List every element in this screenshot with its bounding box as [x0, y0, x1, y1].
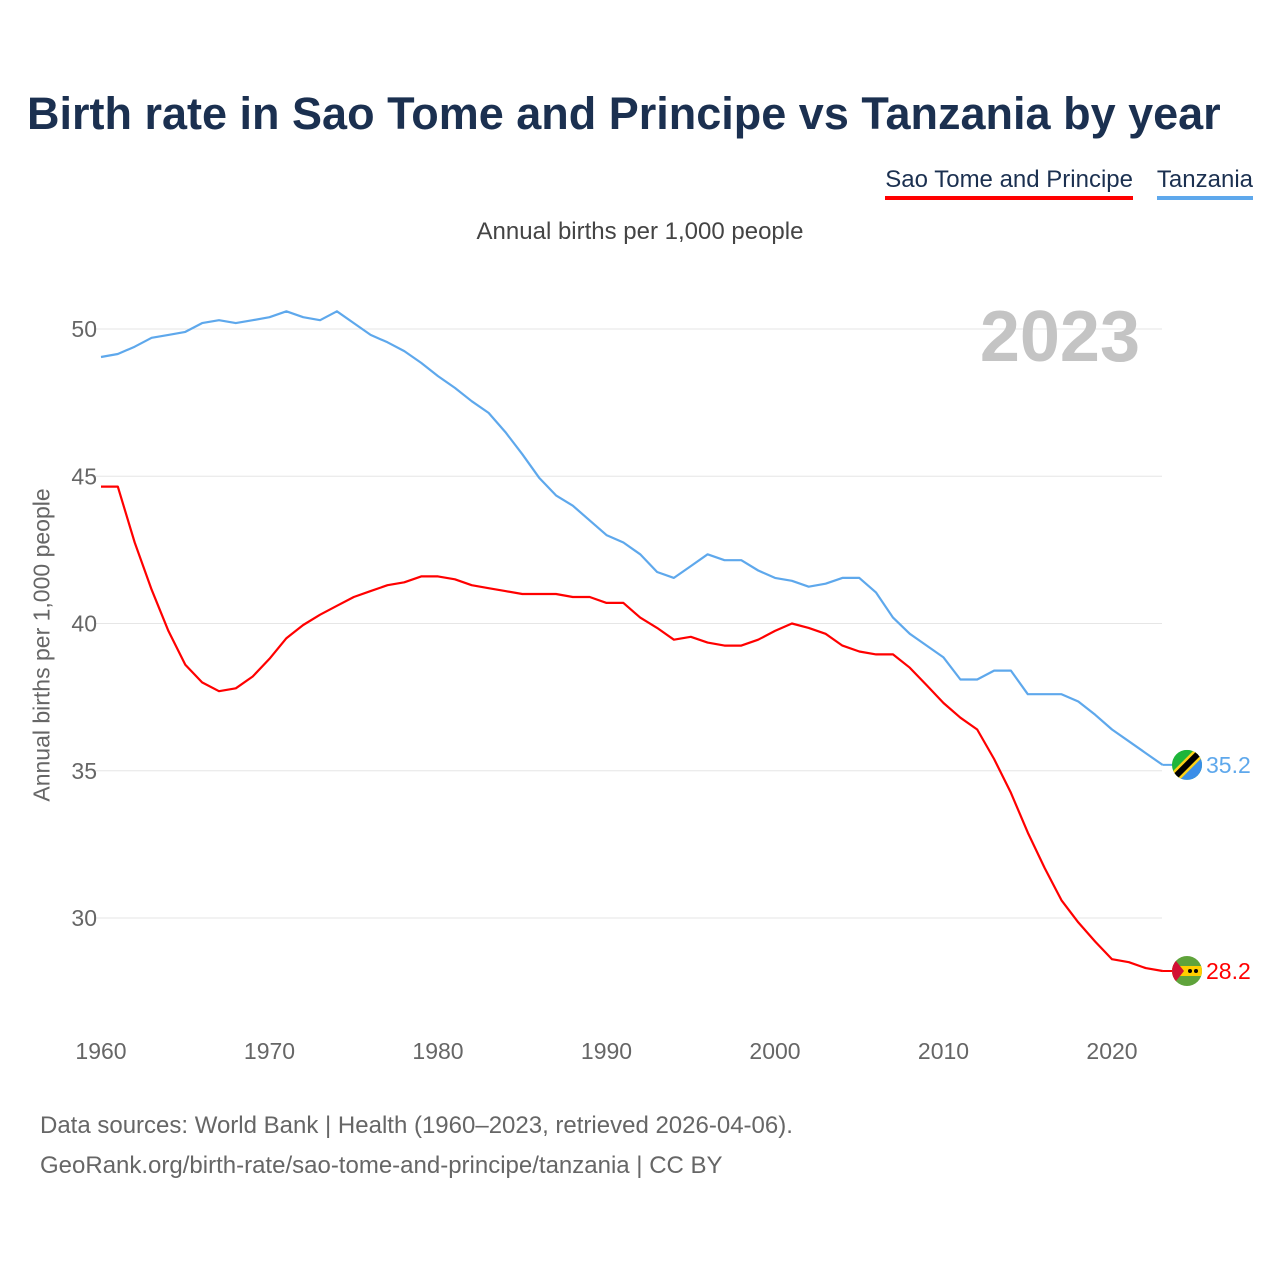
year-label: 2023: [980, 297, 1140, 377]
y-tick-label: 30: [71, 905, 97, 931]
footer: Data sources: World Bank | Health (1960–…: [40, 1106, 793, 1186]
end-value-label: 28.2: [1206, 958, 1251, 984]
chart-title: Birth rate in Sao Tome and Principe vs T…: [27, 88, 1221, 139]
end-value-label: 35.2: [1206, 752, 1251, 778]
x-tick-label: 1990: [581, 1038, 632, 1064]
y-tick-label: 40: [71, 611, 97, 637]
legend-tanzania[interactable]: Tanzania: [1156, 166, 1253, 200]
footer-sources: Data sources: World Bank | Health (1960–…: [40, 1112, 793, 1139]
x-tick-label: 2010: [918, 1038, 969, 1064]
y-tick-label: 35: [71, 758, 97, 784]
x-tick-label: 2020: [1086, 1038, 1137, 1064]
series-line-sao-tome: [101, 485, 1163, 973]
x-tick-label: 1960: [75, 1038, 126, 1064]
series-line-tanzania: [100, 310, 1164, 766]
legend-sao-tome[interactable]: Sao Tome and Principe: [885, 166, 1133, 200]
sao-tome-flag-icon: [1172, 956, 1202, 987]
y-tick-label: 45: [71, 463, 97, 489]
y-tick-label: 50: [71, 316, 97, 342]
tanzania-flag-icon: [1172, 749, 1202, 780]
x-tick-label: 2000: [749, 1038, 800, 1064]
chart-subtitle: Annual births per 1,000 people: [476, 218, 804, 245]
x-tick-label: 1980: [412, 1038, 463, 1064]
x-tick-label: 1970: [244, 1038, 295, 1064]
footer-link[interactable]: GeoRank.org/birth-rate/sao-tome-and-prin…: [40, 1152, 723, 1179]
